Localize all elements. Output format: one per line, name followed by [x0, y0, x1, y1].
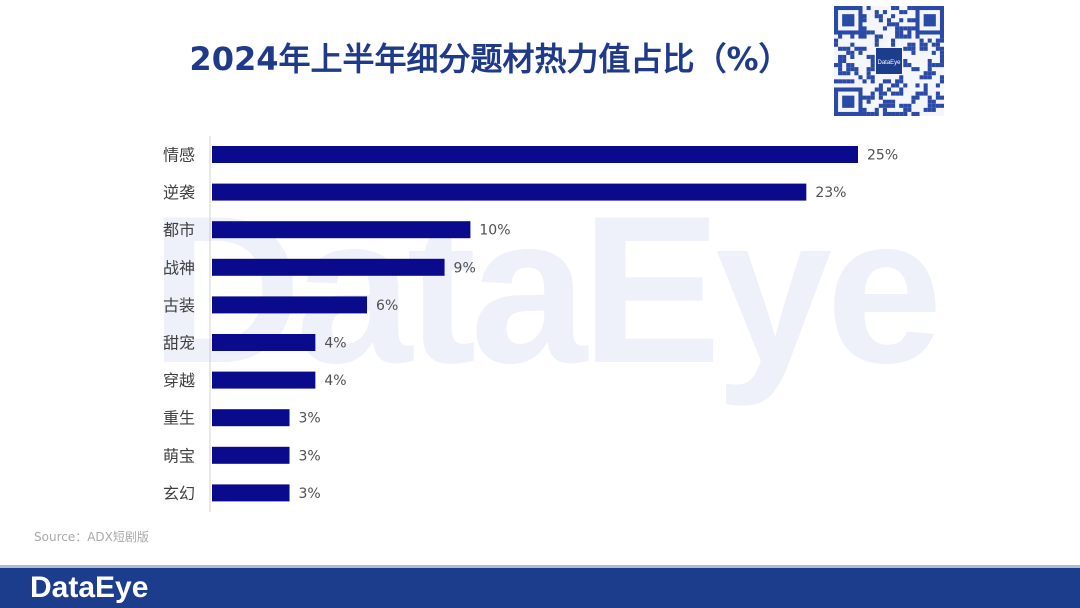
category-label: 都市 [163, 221, 195, 240]
category-label: 玄幻 [163, 484, 195, 503]
brand-logo: DataEye [30, 571, 149, 604]
category-label: 战神 [163, 258, 195, 277]
svg-text:DataEye: DataEye [877, 60, 901, 66]
data-label: 3% [299, 411, 321, 427]
data-label: 10% [479, 223, 510, 239]
data-label: 6% [376, 298, 398, 314]
category-label: 逆袭 [163, 183, 195, 202]
bar [212, 409, 290, 427]
data-label: 23% [815, 185, 846, 201]
footer-bar: DataEye [0, 565, 1080, 608]
bar [212, 484, 290, 502]
bar [212, 183, 807, 201]
category-label: 情感 [163, 146, 195, 165]
data-label: 3% [299, 486, 321, 502]
bar [212, 146, 858, 163]
bar [212, 258, 445, 276]
bar [212, 296, 368, 314]
data-label: 4% [324, 336, 346, 352]
data-label: 9% [454, 260, 476, 276]
bar [212, 334, 316, 351]
data-label: 4% [324, 373, 346, 389]
category-label: 古装 [163, 296, 195, 315]
category-label: 重生 [163, 409, 195, 428]
data-label: 3% [299, 448, 321, 464]
category-label: 穿越 [163, 371, 195, 390]
data-label: 25% [867, 148, 898, 164]
bar [212, 371, 316, 389]
source-note: Source：ADX短剧版 [34, 530, 149, 544]
bar [212, 446, 290, 464]
watermark: DataEye [150, 172, 943, 407]
category-label: 甜宠 [163, 334, 195, 353]
qr-code-icon: DataEye [834, 6, 944, 116]
chart-title: 2024年上半年细分题材热力值占比（%） [189, 40, 791, 78]
bar [212, 221, 471, 239]
category-label: 萌宝 [163, 446, 195, 465]
